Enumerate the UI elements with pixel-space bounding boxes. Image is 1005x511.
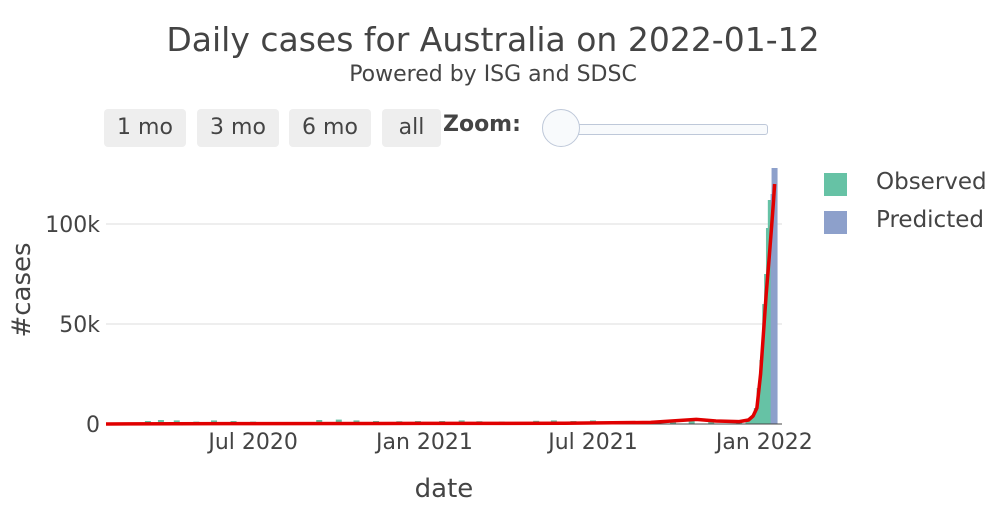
- legend-swatch-predicted: [824, 211, 847, 234]
- legend-label-predicted: Predicted: [876, 207, 984, 233]
- chart-title: Daily cases for Australia on 2022-01-12: [166, 20, 820, 59]
- range-button-3-months[interactable]: 3 mo: [197, 109, 279, 147]
- range-button-1-month[interactable]: 1 mo: [104, 109, 186, 147]
- zoom-label: Zoom:: [443, 112, 521, 137]
- range-button-all[interactable]: all: [382, 109, 441, 147]
- y-axis-label: #cases: [7, 242, 37, 337]
- bar-observed-31: [750, 417, 757, 424]
- bar-observed-28: [708, 421, 715, 424]
- series-predicted: [770, 168, 778, 424]
- x-tick-label-0: Jul 2020: [206, 430, 298, 455]
- y-tick-label-1: 50k: [59, 313, 100, 338]
- bar-observed-1: [157, 420, 164, 424]
- x-tick-label-2: Jul 2021: [546, 430, 638, 455]
- bar-predicted-1: [771, 168, 778, 424]
- trend-line: [105, 183, 777, 426]
- x-axis-label: date: [415, 474, 474, 504]
- range-button-6-months[interactable]: 6 mo: [289, 109, 371, 147]
- y-tick-label-2: 100k: [45, 213, 100, 238]
- chart-subtitle: Powered by ISG and SDSC: [349, 62, 637, 87]
- series-observed: [144, 200, 776, 424]
- zoom-slider-handle[interactable]: [542, 109, 580, 147]
- bar-observed-27: [688, 420, 695, 424]
- x-tick-label-1: Jan 2021: [374, 430, 473, 455]
- y-tick-label-0: 0: [86, 413, 100, 438]
- x-tick-label-3: Jan 2022: [714, 430, 813, 455]
- legend-swatch-observed: [824, 173, 847, 196]
- legend-label-observed: Observed: [876, 169, 987, 195]
- bar-observed-30: [745, 420, 752, 424]
